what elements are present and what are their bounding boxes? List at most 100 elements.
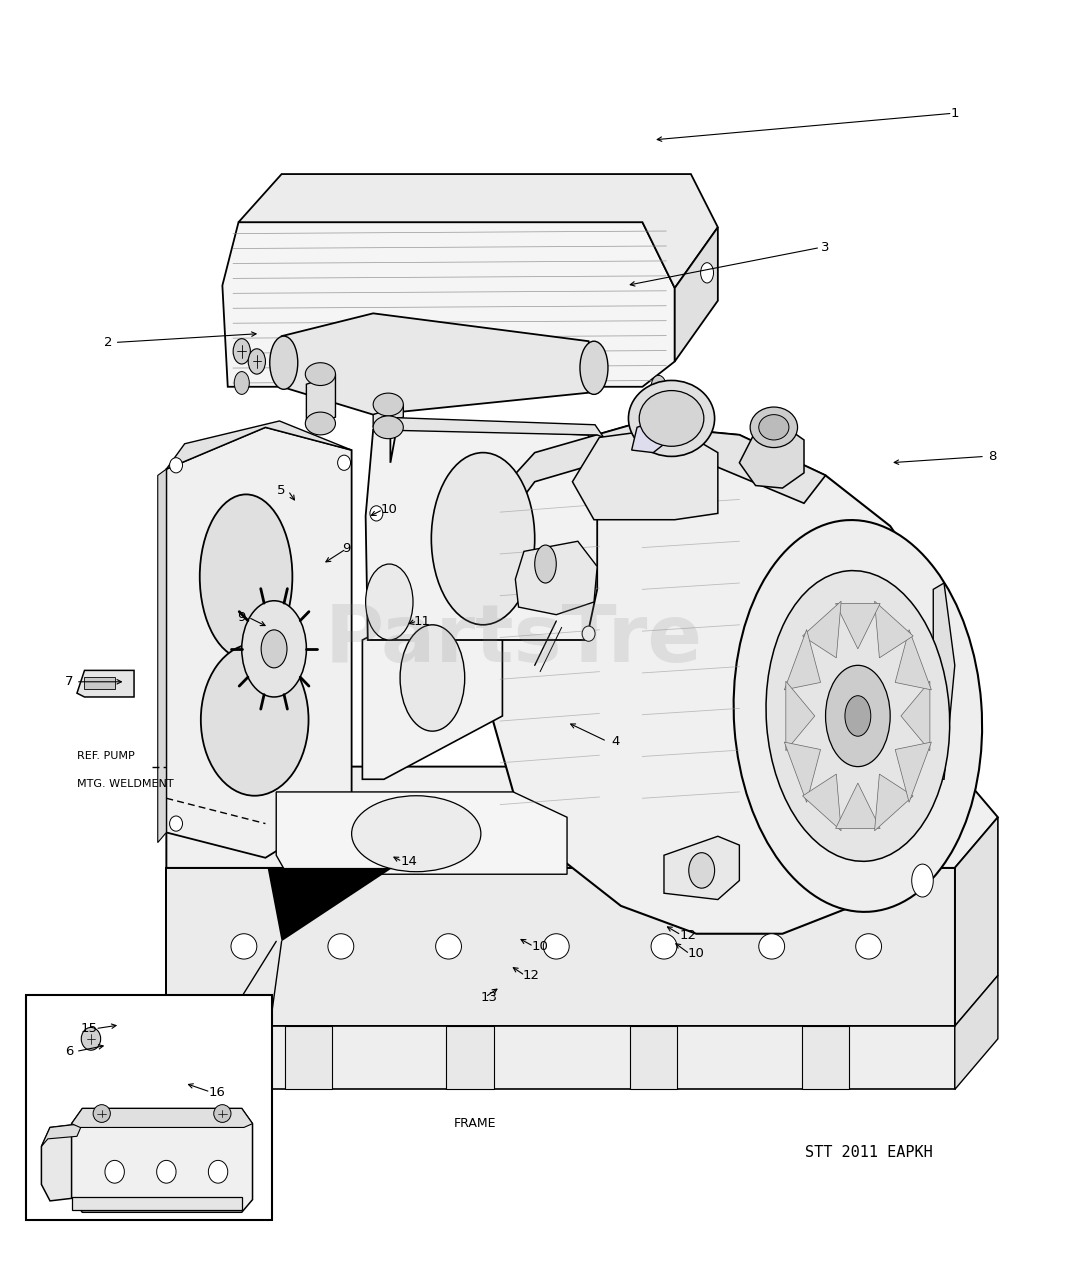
Ellipse shape [844, 696, 871, 736]
Text: 15: 15 [81, 1023, 97, 1036]
Polygon shape [803, 602, 841, 658]
Polygon shape [72, 1108, 252, 1128]
Polygon shape [786, 681, 815, 751]
Ellipse shape [583, 626, 595, 641]
Ellipse shape [208, 1161, 228, 1183]
Text: 16: 16 [208, 1085, 226, 1098]
Ellipse shape [912, 864, 933, 897]
Text: FRAME: FRAME [454, 1117, 496, 1130]
Polygon shape [933, 582, 955, 780]
Ellipse shape [305, 412, 335, 435]
Ellipse shape [766, 571, 949, 861]
Polygon shape [836, 783, 880, 828]
Ellipse shape [169, 815, 182, 831]
Ellipse shape [261, 630, 287, 668]
Ellipse shape [200, 494, 292, 659]
Polygon shape [573, 428, 718, 520]
Polygon shape [875, 774, 913, 831]
Polygon shape [784, 630, 820, 690]
Ellipse shape [855, 933, 882, 959]
Ellipse shape [431, 453, 535, 625]
Polygon shape [276, 792, 567, 874]
Polygon shape [896, 630, 932, 690]
Ellipse shape [651, 375, 667, 398]
Polygon shape [901, 681, 930, 751]
Ellipse shape [235, 371, 250, 394]
Polygon shape [267, 868, 393, 941]
Polygon shape [803, 774, 841, 831]
Ellipse shape [249, 348, 265, 374]
Polygon shape [875, 602, 913, 658]
Ellipse shape [700, 262, 714, 283]
Bar [84, 677, 115, 690]
Text: 7: 7 [65, 676, 74, 689]
Ellipse shape [826, 666, 890, 767]
Ellipse shape [400, 625, 465, 731]
Ellipse shape [157, 1161, 176, 1183]
Text: 2: 2 [104, 335, 112, 349]
Ellipse shape [81, 1028, 100, 1050]
Polygon shape [362, 580, 503, 780]
Polygon shape [836, 603, 880, 649]
Polygon shape [802, 1027, 849, 1089]
Ellipse shape [373, 416, 404, 439]
Polygon shape [365, 428, 597, 640]
Text: 10: 10 [531, 940, 549, 952]
Ellipse shape [688, 852, 715, 888]
Ellipse shape [242, 600, 307, 698]
Polygon shape [664, 836, 740, 900]
Ellipse shape [373, 393, 404, 416]
Ellipse shape [214, 1105, 231, 1123]
Polygon shape [158, 468, 166, 842]
Polygon shape [630, 1027, 676, 1089]
Ellipse shape [580, 342, 608, 394]
Polygon shape [72, 1197, 242, 1210]
Polygon shape [239, 174, 718, 288]
Ellipse shape [435, 933, 461, 959]
Text: 9: 9 [343, 543, 350, 556]
Ellipse shape [365, 564, 413, 640]
Polygon shape [955, 817, 998, 1027]
Ellipse shape [305, 362, 335, 385]
Polygon shape [632, 419, 670, 453]
Polygon shape [72, 1108, 252, 1212]
Polygon shape [955, 975, 998, 1089]
Ellipse shape [758, 933, 784, 959]
Text: REF. PUMP: REF. PUMP [77, 751, 134, 762]
Ellipse shape [733, 520, 982, 911]
Text: 1: 1 [950, 106, 959, 120]
Polygon shape [784, 742, 820, 803]
Text: 9: 9 [238, 611, 245, 623]
Polygon shape [307, 374, 335, 428]
Text: 11: 11 [413, 614, 430, 627]
Polygon shape [373, 417, 603, 438]
Text: PartsTre: PartsTre [324, 602, 703, 678]
Text: STT 2011 EAPKH: STT 2011 EAPKH [805, 1146, 933, 1160]
Ellipse shape [105, 1161, 124, 1183]
Ellipse shape [628, 380, 715, 457]
Polygon shape [285, 1027, 333, 1089]
Text: 12: 12 [523, 969, 540, 982]
Text: 14: 14 [400, 855, 417, 868]
Polygon shape [446, 1027, 494, 1089]
Ellipse shape [535, 545, 556, 582]
Ellipse shape [758, 415, 789, 440]
Text: 4: 4 [611, 735, 620, 748]
Polygon shape [41, 1124, 82, 1147]
Ellipse shape [370, 506, 383, 521]
Ellipse shape [351, 796, 481, 872]
Text: 10: 10 [687, 947, 705, 960]
Ellipse shape [233, 339, 250, 364]
Bar [26, 995, 272, 1220]
Text: 3: 3 [822, 241, 830, 253]
Polygon shape [166, 767, 998, 868]
Polygon shape [740, 425, 804, 488]
Text: 8: 8 [988, 449, 997, 463]
Text: 10: 10 [381, 503, 398, 516]
Polygon shape [166, 868, 955, 1027]
Polygon shape [166, 428, 351, 858]
Ellipse shape [639, 390, 704, 447]
Ellipse shape [651, 933, 676, 959]
Ellipse shape [269, 337, 298, 389]
Text: 13: 13 [481, 991, 497, 1004]
